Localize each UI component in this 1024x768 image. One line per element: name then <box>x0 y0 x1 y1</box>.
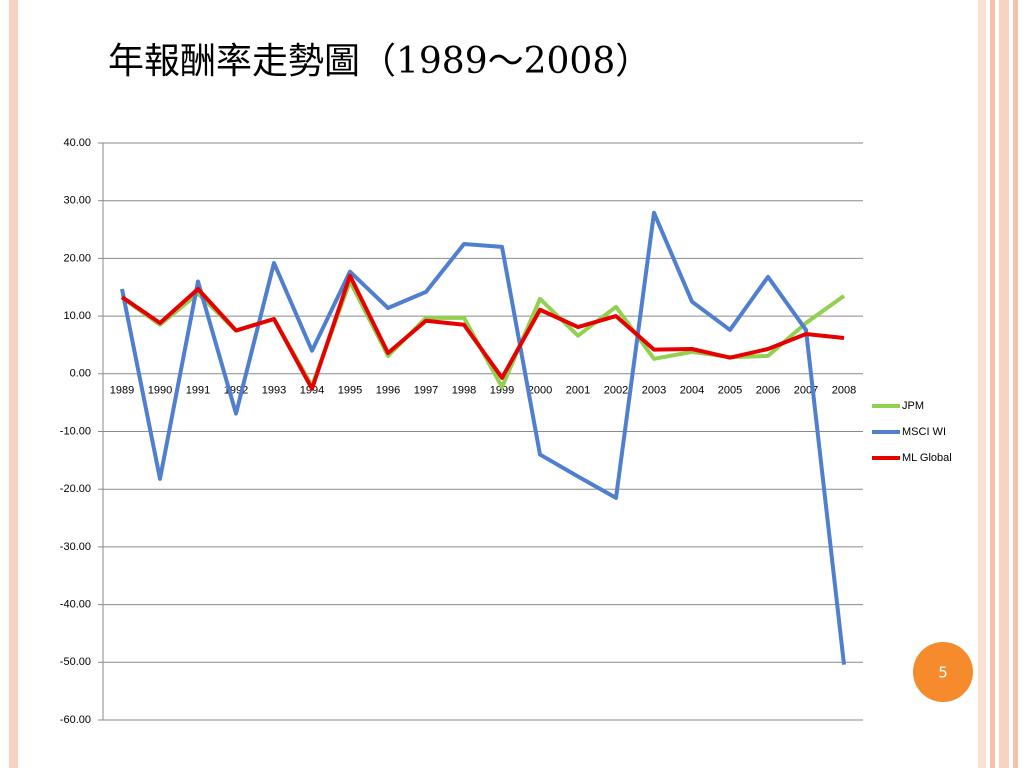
y-tick-label: 10.00 <box>63 310 91 322</box>
x-tick-label: 2000 <box>528 385 552 397</box>
x-tick-label: 2006 <box>756 385 780 397</box>
y-tick-label: -20.00 <box>60 483 91 495</box>
chart-title: 年報酬率走勢圖（1989～2008） <box>108 41 651 82</box>
y-tick-label: 0.00 <box>70 368 91 380</box>
y-tick-label: -60.00 <box>60 714 91 726</box>
x-tick-label: 2004 <box>680 385 704 397</box>
y-tick-label: -40.00 <box>60 599 91 611</box>
x-tick-label: 1990 <box>148 385 172 397</box>
legend-label: MSCI WI <box>902 426 946 438</box>
page-number: 5 <box>938 664 948 682</box>
x-tick-label: 2008 <box>832 385 856 397</box>
legend-label: ML Global <box>902 452 952 464</box>
series-line <box>120 210 846 665</box>
right-stripe <box>1013 0 1018 768</box>
y-tick-label: -30.00 <box>60 541 91 553</box>
x-tick-label: 1995 <box>338 385 362 397</box>
y-tick-label: -10.00 <box>60 425 91 437</box>
y-tick-label: -50.00 <box>60 656 91 668</box>
x-tick-label: 1989 <box>110 385 134 397</box>
y-tick-label: 40.00 <box>63 137 91 149</box>
right-stripe <box>978 0 986 768</box>
right-stripe <box>990 0 995 768</box>
x-tick-label: 2001 <box>566 385 590 397</box>
page-number-badge <box>913 642 973 702</box>
series-line <box>120 273 845 391</box>
x-tick-label: 1993 <box>262 385 286 397</box>
right-stripe <box>999 0 1009 768</box>
x-tick-label: 1997 <box>414 385 438 397</box>
legend-label: JPM <box>902 400 924 412</box>
y-tick-label: 20.00 <box>63 252 91 264</box>
x-tick-label: 1999 <box>490 385 514 397</box>
y-tick-label: 30.00 <box>63 195 91 207</box>
left-stripe <box>9 0 18 768</box>
x-tick-label: 2005 <box>718 385 742 397</box>
x-tick-label: 2002 <box>604 385 628 397</box>
x-tick-label: 1998 <box>452 385 476 397</box>
x-tick-label: 2003 <box>642 385 666 397</box>
x-tick-label: 1991 <box>186 385 210 397</box>
x-tick-label: 1996 <box>376 385 400 397</box>
